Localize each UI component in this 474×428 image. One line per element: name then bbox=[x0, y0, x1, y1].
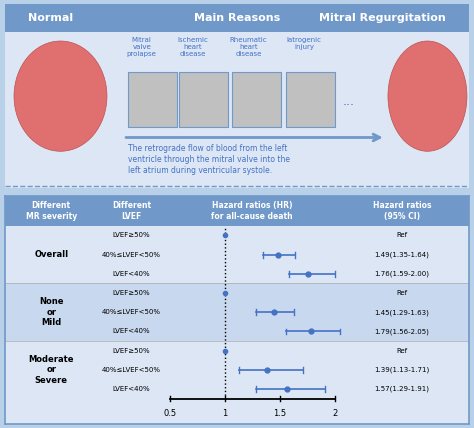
FancyArrowPatch shape bbox=[126, 134, 380, 141]
Text: LVEF<40%: LVEF<40% bbox=[112, 386, 150, 392]
Text: Ref: Ref bbox=[396, 232, 408, 238]
Text: 40%≤LVEF<50%: 40%≤LVEF<50% bbox=[102, 367, 161, 373]
Text: Ischemic
heart
disease: Ischemic heart disease bbox=[177, 37, 208, 57]
Text: Main Reasons: Main Reasons bbox=[194, 13, 280, 23]
Bar bbox=[5, 196, 469, 226]
Text: Mitral Regurgitation: Mitral Regurgitation bbox=[319, 13, 446, 23]
Text: LVEF≥50%: LVEF≥50% bbox=[112, 348, 150, 354]
Text: None
or
Mild: None or Mild bbox=[39, 297, 64, 327]
Text: 1.5: 1.5 bbox=[273, 409, 286, 418]
Text: Moderate
or
Severe: Moderate or Severe bbox=[28, 355, 74, 385]
Bar bbox=[128, 72, 177, 128]
Bar bbox=[5, 341, 469, 399]
Text: 1.39(1.13-1.71): 1.39(1.13-1.71) bbox=[374, 367, 429, 373]
Text: The retrograde flow of blood from the left
ventricle through the mitral valve in: The retrograde flow of blood from the le… bbox=[128, 144, 290, 175]
Text: 1: 1 bbox=[222, 409, 227, 418]
Text: 1.45(1.29-1.63): 1.45(1.29-1.63) bbox=[374, 309, 429, 315]
Text: 1.49(1.35-1.64): 1.49(1.35-1.64) bbox=[374, 251, 429, 258]
Text: Ref: Ref bbox=[396, 348, 408, 354]
Text: Ref: Ref bbox=[396, 290, 408, 296]
Text: LVEF≥50%: LVEF≥50% bbox=[112, 232, 150, 238]
Bar bbox=[5, 4, 469, 32]
Text: 1.76(1.59-2.00): 1.76(1.59-2.00) bbox=[374, 270, 429, 277]
Text: 0.5: 0.5 bbox=[163, 409, 176, 418]
Text: Different
MR severity: Different MR severity bbox=[26, 201, 77, 221]
Ellipse shape bbox=[14, 41, 107, 151]
Text: LVEF<40%: LVEF<40% bbox=[112, 271, 150, 277]
Bar bbox=[5, 283, 469, 341]
Text: LVEF<40%: LVEF<40% bbox=[112, 328, 150, 334]
Bar bbox=[286, 72, 335, 128]
Text: 1.57(1.29-1.91): 1.57(1.29-1.91) bbox=[374, 386, 429, 392]
Text: Mitral
valve
prolapse: Mitral valve prolapse bbox=[127, 37, 157, 57]
Text: 2: 2 bbox=[332, 409, 337, 418]
Bar bbox=[5, 226, 469, 283]
Text: Hazard ratios
(95% CI): Hazard ratios (95% CI) bbox=[373, 201, 431, 221]
Text: Hazard ratios (HR)
for all-cause death: Hazard ratios (HR) for all-cause death bbox=[211, 201, 293, 221]
Text: LVEF≥50%: LVEF≥50% bbox=[112, 290, 150, 296]
Text: 1.79(1.56-2.05): 1.79(1.56-2.05) bbox=[374, 328, 429, 335]
Text: 40%≤LVEF<50%: 40%≤LVEF<50% bbox=[102, 309, 161, 315]
Text: Rheumatic
heart
disease: Rheumatic heart disease bbox=[230, 37, 267, 57]
Text: ...: ... bbox=[343, 95, 355, 108]
Bar bbox=[179, 72, 228, 128]
Ellipse shape bbox=[388, 41, 467, 151]
Text: Different
LVEF: Different LVEF bbox=[112, 201, 151, 221]
Text: 40%≤LVEF<50%: 40%≤LVEF<50% bbox=[102, 252, 161, 258]
Bar bbox=[232, 72, 281, 128]
Text: Normal: Normal bbox=[28, 13, 73, 23]
Text: Iatrogenic
injury: Iatrogenic injury bbox=[287, 37, 322, 51]
Text: Overall: Overall bbox=[34, 250, 68, 259]
